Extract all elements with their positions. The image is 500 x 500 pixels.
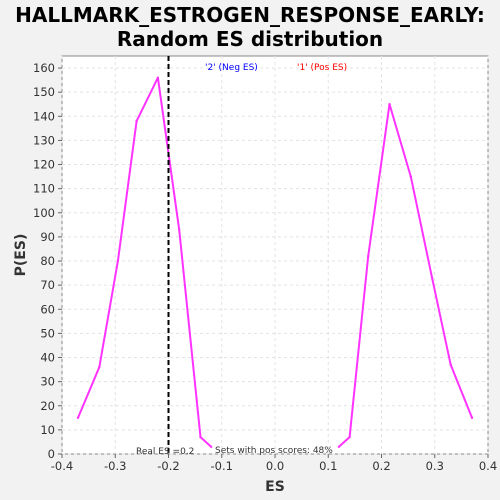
y-tick-label: 110 <box>33 182 55 196</box>
series-point <box>366 255 370 258</box>
series-point <box>409 175 412 178</box>
y-tick-label: 40 <box>40 351 55 365</box>
series-point <box>177 228 181 231</box>
series-point <box>156 76 160 79</box>
x-tick-label: 0.1 <box>319 459 337 473</box>
series-line-1 <box>338 103 473 448</box>
y-tick-label: 120 <box>33 158 55 172</box>
y-tick-label: 150 <box>33 85 55 99</box>
axis-ticks: -0.4 -0.3 -0.2 -0.1 0.0 0.1 0.2 0.3 0.4 0 10 20 30 40… <box>33 61 497 473</box>
x-tick-label: 0.2 <box>372 459 390 473</box>
y-tick-label: 60 <box>40 302 55 316</box>
y-tick-label: 50 <box>40 326 55 340</box>
real-es-label: Real ES =0.2 <box>136 447 194 457</box>
x-tick-label: -0.4 <box>51 459 73 473</box>
series-point <box>199 435 202 439</box>
y-tick-label: 30 <box>40 375 55 389</box>
legend-neg-es: '2' (Neg ES) <box>205 63 258 73</box>
y-tick-label: 20 <box>40 399 55 413</box>
series-point <box>116 259 120 263</box>
series-point <box>76 416 80 420</box>
y-tick-label: 80 <box>40 254 55 268</box>
pos-scores-label: Sets with pos scores: 48% <box>215 446 333 456</box>
series-point <box>388 103 391 106</box>
x-tick-label: 0.4 <box>479 459 497 473</box>
x-axis-title: ES <box>265 479 285 495</box>
series-point <box>470 416 474 420</box>
y-tick-label: 160 <box>33 61 55 75</box>
series-line-0 <box>77 76 212 448</box>
x-tick-label: -0.1 <box>211 459 233 473</box>
x-tick-label: -0.2 <box>157 459 179 473</box>
y-tick-label: 140 <box>33 109 55 123</box>
y-tick-label: 100 <box>33 206 55 220</box>
x-tick-label: 0.3 <box>426 459 444 473</box>
chart-title-line2: Random ES distribution <box>117 27 383 51</box>
y-tick-label: 0 <box>48 447 55 461</box>
x-tick-label: 0.0 <box>266 459 284 473</box>
series-point <box>449 363 452 366</box>
series-point <box>98 365 101 369</box>
y-tick-label: 70 <box>40 278 55 292</box>
series-point <box>430 276 434 280</box>
y-tick-label: 10 <box>40 423 55 437</box>
series-lines <box>76 76 474 448</box>
chart-title-line1: HALLMARK_ESTROGEN_RESPONSE_EARLY: <box>15 3 485 27</box>
legend-pos-es: '1' (Pos ES) <box>297 63 347 73</box>
x-tick-label: -0.3 <box>104 459 126 473</box>
y-tick-label: 90 <box>40 230 55 244</box>
series-point <box>337 445 341 448</box>
series-point <box>135 119 138 123</box>
series-point <box>209 445 213 448</box>
y-axis-title: P(ES) <box>13 234 29 277</box>
series-point <box>348 435 351 439</box>
y-tick-label: 130 <box>33 133 55 147</box>
